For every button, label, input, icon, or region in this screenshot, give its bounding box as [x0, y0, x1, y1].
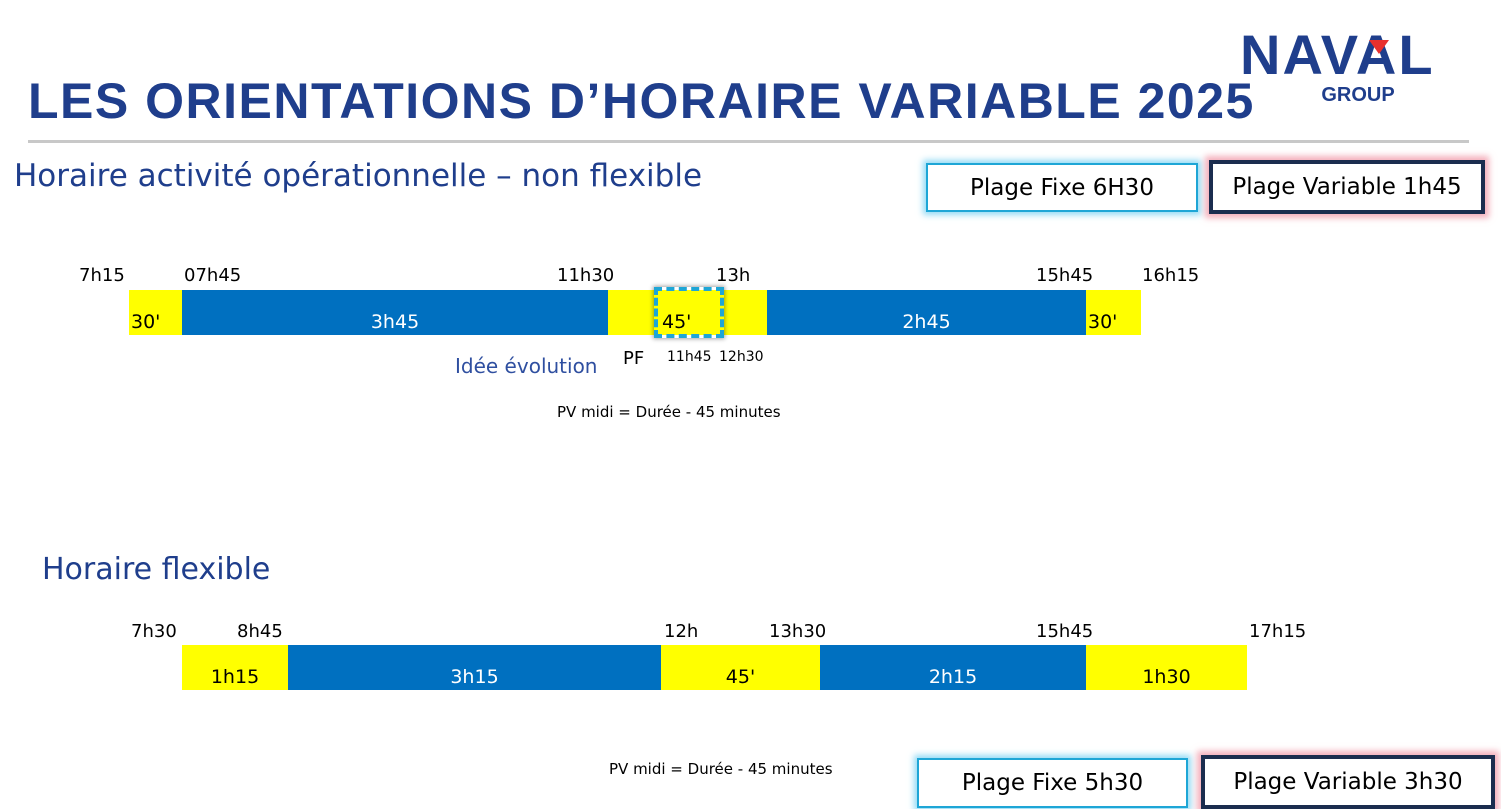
s2-tick-end: 17h15: [1249, 621, 1307, 642]
section1-title: Horaire activité opérationnelle – non fl…: [14, 158, 703, 194]
s2-tick-2: 8h45: [237, 621, 283, 642]
s1-tick-4: 13h: [716, 265, 751, 286]
s2-segment-morning-variable: 1h15: [182, 645, 288, 690]
s1-tick-start: 7h15: [79, 265, 125, 286]
s2-segment-lunch-variable: 45': [661, 645, 820, 690]
idea-highlight-box: [654, 287, 724, 338]
naval-group-logo: NAVAL GROUP: [1238, 23, 1478, 108]
s2-tick-start: 7h30: [131, 621, 177, 642]
s1-segment-afternoon-fixed: 2h45: [767, 290, 1086, 335]
s1-subtime-2: 12h30: [719, 349, 764, 365]
plage-fixe-box-1: Plage Fixe 6H30: [926, 163, 1198, 212]
s2-tick-4: 13h30: [769, 621, 827, 642]
s1-note: PV midi = Durée - 45 minutes: [557, 403, 781, 421]
s1-tick-5: 15h45: [1036, 265, 1094, 286]
s1-tick-2: 07h45: [184, 265, 242, 286]
pf-label: PF: [623, 348, 645, 369]
s2-segment-evening-variable: 1h30: [1086, 645, 1247, 690]
s1-segment-morning-fixed: 3h45: [182, 290, 608, 335]
s1-subtime-1: 11h45: [667, 349, 712, 365]
s1-tick-3: 11h30: [557, 265, 615, 286]
plage-variable-box-2: Plage Variable 3h30: [1201, 755, 1495, 809]
page-title: LES ORIENTATIONS D’HORAIRE VARIABLE 2025: [28, 73, 1255, 129]
s2-segment-afternoon-fixed: 2h15: [820, 645, 1086, 690]
idea-evolution-label: Idée évolution: [455, 354, 598, 378]
s2-note: PV midi = Durée - 45 minutes: [609, 760, 833, 778]
s2-tick-5: 15h45: [1036, 621, 1094, 642]
plage-variable-box-1: Plage Variable 1h45: [1209, 160, 1485, 214]
s1-segment-evening-variable: 30': [1086, 290, 1141, 335]
title-divider: [28, 140, 1469, 143]
s2-segment-morning-fixed: 3h15: [288, 645, 661, 690]
plage-fixe-box-2: Plage Fixe 5h30: [917, 758, 1188, 808]
s1-tick-end: 16h15: [1142, 265, 1200, 286]
logo-subtitle: GROUP: [1321, 84, 1395, 106]
s1-segment-lunch-variable: 45': [608, 290, 767, 335]
logo-word: NAVAL: [1240, 23, 1435, 86]
logo-triangle-icon: [1369, 40, 1389, 54]
s1-segment-morning-variable: 30': [129, 290, 182, 335]
s2-tick-3: 12h: [664, 621, 699, 642]
section2-title: Horaire flexible: [42, 552, 271, 587]
